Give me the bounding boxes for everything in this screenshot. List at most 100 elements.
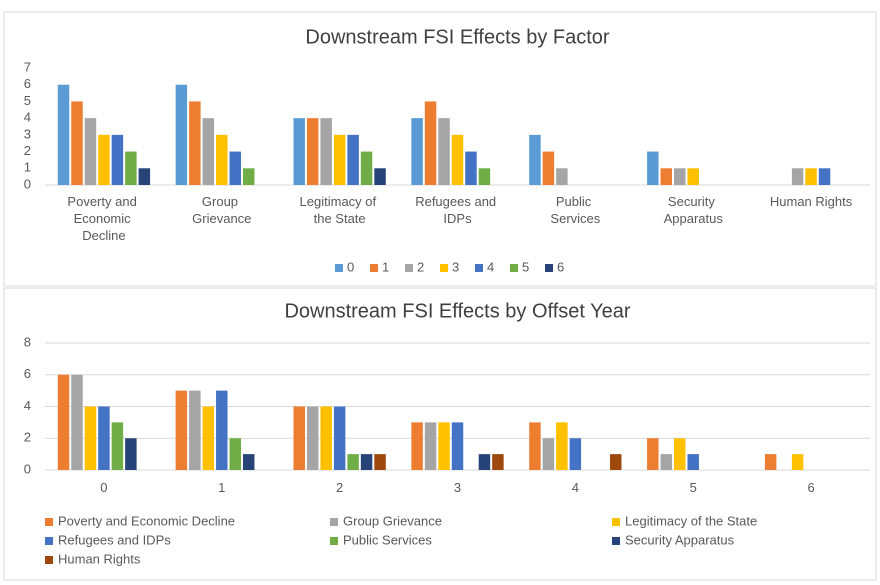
bar bbox=[791, 454, 804, 470]
x-tick-label: 4 bbox=[572, 480, 579, 495]
y-tick-label: 6 bbox=[24, 76, 31, 91]
x-tick-label: Legitimacy of the State bbox=[300, 194, 380, 226]
bar bbox=[57, 84, 70, 185]
bar bbox=[610, 454, 622, 470]
bar bbox=[764, 454, 777, 470]
bar bbox=[805, 168, 817, 185]
legend-swatch bbox=[330, 518, 338, 526]
bar bbox=[465, 151, 477, 185]
bar bbox=[333, 134, 346, 185]
y-tick-label: 8 bbox=[24, 334, 31, 349]
y-tick-label: 4 bbox=[24, 398, 31, 413]
x-tick-label: Group Grievance bbox=[192, 194, 251, 226]
bar bbox=[569, 438, 582, 470]
bar bbox=[647, 151, 659, 185]
y-tick-label: 4 bbox=[24, 110, 31, 125]
legend-label: 1 bbox=[382, 259, 389, 274]
chart-title: Downstream FSI Effects by Factor bbox=[305, 26, 610, 48]
bar bbox=[451, 422, 464, 470]
y-tick-label: 3 bbox=[24, 126, 31, 141]
legend-swatch bbox=[612, 537, 620, 545]
bar bbox=[306, 118, 319, 185]
bar bbox=[660, 168, 673, 185]
bar bbox=[687, 454, 699, 470]
legend-swatch bbox=[370, 264, 378, 272]
y-tick-label: 1 bbox=[24, 160, 31, 175]
x-tick-label: Security Apparatus bbox=[664, 194, 724, 226]
bar bbox=[347, 454, 359, 470]
legend-label: Human Rights bbox=[58, 551, 141, 566]
bar bbox=[98, 406, 110, 470]
bar bbox=[175, 390, 188, 470]
bar bbox=[216, 390, 228, 470]
legend-swatch bbox=[45, 518, 53, 526]
bar bbox=[71, 101, 83, 185]
bar bbox=[347, 134, 359, 185]
y-tick-label: 0 bbox=[24, 176, 31, 191]
y-tick-label: 7 bbox=[24, 59, 31, 74]
x-tick-label: Human Rights bbox=[770, 194, 853, 209]
bar bbox=[84, 406, 97, 470]
bar bbox=[674, 168, 686, 185]
bar bbox=[478, 168, 491, 185]
x-tick-label: Poverty and Economic Decline bbox=[67, 194, 140, 243]
legend-label: Legitimacy of the State bbox=[625, 513, 757, 528]
bar bbox=[242, 168, 255, 185]
legend-swatch bbox=[45, 537, 53, 545]
bar bbox=[360, 151, 373, 185]
bar bbox=[306, 406, 319, 470]
bar bbox=[424, 422, 437, 470]
bar bbox=[202, 406, 215, 470]
y-tick-label: 2 bbox=[24, 143, 31, 158]
legend-swatch bbox=[45, 556, 53, 564]
x-tick-label: 5 bbox=[690, 480, 697, 495]
bar bbox=[216, 134, 228, 185]
legend-label: 6 bbox=[557, 259, 564, 274]
bar bbox=[320, 406, 332, 470]
x-tick-label: Refugees and IDPs bbox=[415, 194, 500, 226]
x-tick-label: 0 bbox=[100, 480, 107, 495]
legend-label: Public Services bbox=[343, 532, 432, 547]
bar bbox=[189, 390, 201, 470]
bar bbox=[411, 422, 423, 470]
bar bbox=[529, 422, 541, 470]
legend-swatch bbox=[405, 264, 413, 272]
legend-label: Security Apparatus bbox=[625, 532, 735, 547]
bar bbox=[542, 151, 555, 185]
bar bbox=[320, 118, 332, 185]
bar bbox=[229, 151, 241, 185]
legend-label: Group Grievance bbox=[343, 513, 442, 528]
bar bbox=[293, 406, 305, 470]
x-tick-label: 1 bbox=[218, 480, 225, 495]
y-tick-label: 0 bbox=[24, 461, 31, 476]
legend-swatch bbox=[510, 264, 518, 272]
bar bbox=[451, 134, 464, 185]
bar bbox=[98, 134, 110, 185]
y-tick-label: 5 bbox=[24, 93, 31, 108]
legend-swatch bbox=[330, 537, 338, 545]
bar bbox=[242, 454, 255, 470]
x-tick-label: 6 bbox=[807, 480, 814, 495]
bar bbox=[687, 168, 699, 185]
bar bbox=[111, 134, 124, 185]
bar bbox=[202, 118, 215, 185]
bar bbox=[125, 151, 137, 185]
bar bbox=[411, 118, 423, 185]
x-tick-label: 2 bbox=[336, 480, 343, 495]
legend-label: Refugees and IDPs bbox=[58, 532, 171, 547]
legend-label: Poverty and Economic Decline bbox=[58, 513, 235, 528]
bar bbox=[333, 406, 346, 470]
bar bbox=[556, 422, 568, 470]
legend-label: 2 bbox=[417, 259, 424, 274]
bar bbox=[791, 168, 804, 185]
bar bbox=[492, 454, 504, 470]
legend-label: 0 bbox=[347, 259, 354, 274]
bar bbox=[71, 374, 83, 470]
legend-label: 3 bbox=[452, 259, 459, 274]
bar bbox=[556, 168, 568, 185]
bar bbox=[229, 438, 241, 470]
bar bbox=[374, 168, 386, 185]
x-tick-label: Public Services bbox=[550, 194, 600, 226]
bar bbox=[111, 422, 124, 470]
